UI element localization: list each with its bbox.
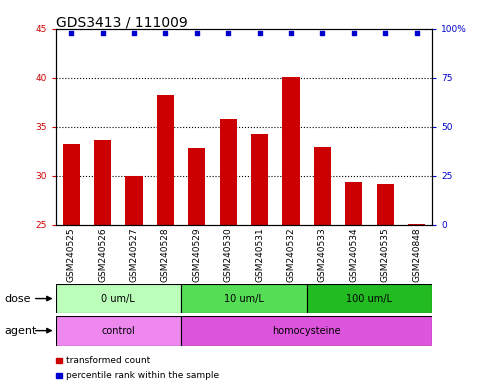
Bar [157,95,174,225]
Bar [377,184,394,225]
Bar [181,316,432,346]
Bar [251,134,268,225]
Text: GSM240529: GSM240529 [192,227,201,282]
Bar [94,141,111,225]
Point [319,30,327,36]
Bar [56,316,181,346]
Text: control: control [101,326,135,336]
Bar [307,284,432,313]
Text: GSM240527: GSM240527 [129,227,139,282]
Bar [126,176,142,225]
Text: dose: dose [5,293,31,304]
Point [382,30,389,36]
Text: GSM240533: GSM240533 [318,227,327,282]
Text: GSM240526: GSM240526 [98,227,107,282]
Text: homocysteine: homocysteine [272,326,341,336]
Text: agent: agent [5,326,37,336]
Bar [283,77,299,225]
Bar [56,284,181,313]
Text: 0 um/L: 0 um/L [101,293,135,304]
Text: 100 um/L: 100 um/L [346,293,393,304]
Text: GSM240534: GSM240534 [349,227,358,282]
Point [68,30,75,36]
Point [193,30,201,36]
Bar [63,144,80,225]
Point [130,30,138,36]
Text: GDS3413 / 111009: GDS3413 / 111009 [56,15,187,29]
Point [161,30,170,36]
Point [99,30,107,36]
Text: GSM240531: GSM240531 [255,227,264,282]
Bar [220,119,237,225]
Bar [408,223,425,225]
Bar [314,147,331,225]
Text: GSM240848: GSM240848 [412,227,421,282]
Point [412,30,420,36]
Text: GSM240525: GSM240525 [67,227,76,282]
Point [224,30,232,36]
Text: transformed count: transformed count [66,356,150,366]
Bar [345,182,362,225]
Text: GSM240535: GSM240535 [381,227,390,282]
Point [350,30,357,36]
Point [287,30,295,36]
Bar [181,284,307,313]
Text: GSM240532: GSM240532 [286,227,296,282]
Text: 10 um/L: 10 um/L [224,293,264,304]
Text: percentile rank within the sample: percentile rank within the sample [66,371,219,380]
Text: GSM240530: GSM240530 [224,227,233,282]
Point [256,30,264,36]
Text: GSM240528: GSM240528 [161,227,170,282]
Bar [188,148,205,225]
